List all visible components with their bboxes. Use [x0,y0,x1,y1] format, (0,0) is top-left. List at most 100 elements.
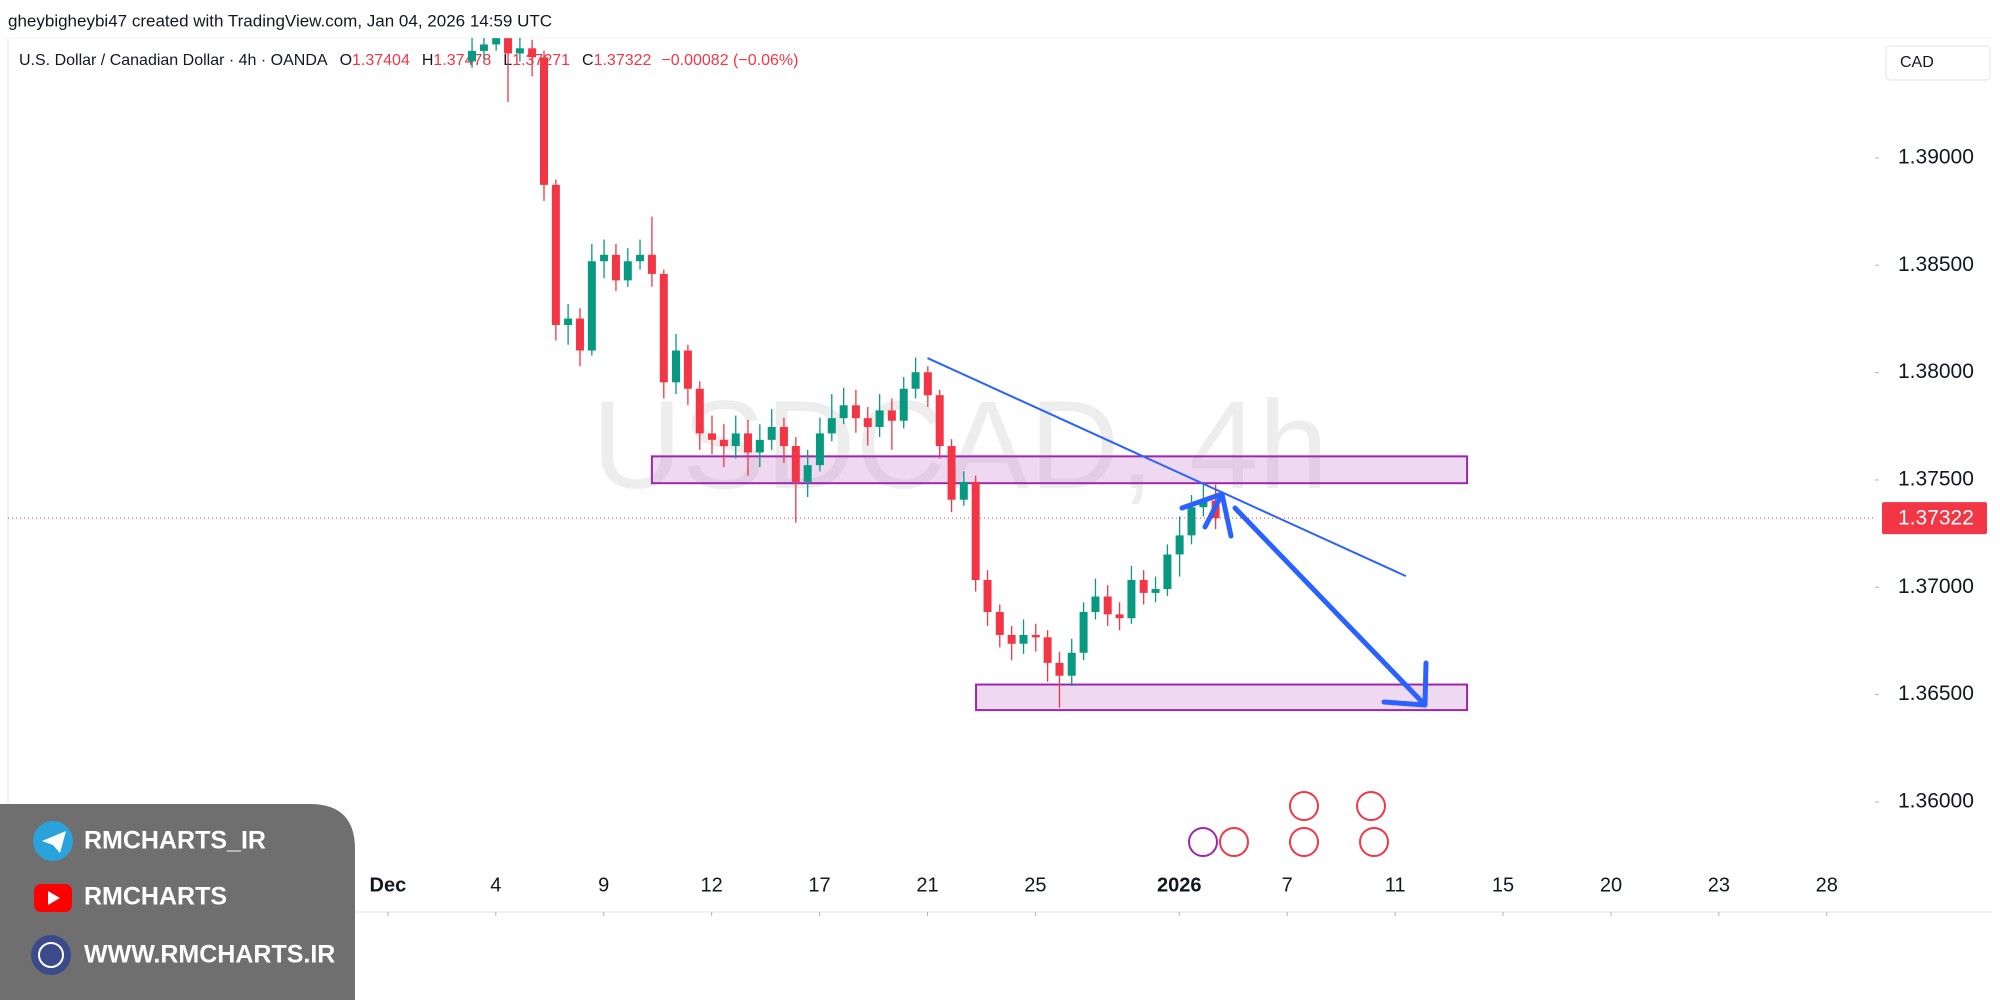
candle-body [636,254,645,262]
candle-body [1103,596,1112,615]
event-icon[interactable] [1359,827,1389,857]
arrow [1232,505,1429,708]
candle-body [623,261,632,281]
event-icon[interactable] [1356,791,1386,821]
legend-key: O [340,52,352,69]
zone [975,683,1469,712]
candle-body [899,388,908,421]
x-tick-label: 2026 [1157,874,1202,896]
legend-key: H [422,52,434,69]
x-tick-label: 9 [598,874,609,896]
event-icon[interactable] [1289,791,1319,821]
candle-body [539,57,548,185]
candle-body [779,426,788,447]
legend-key: C [582,52,594,69]
candle-body [923,372,932,396]
candle-body [504,38,513,54]
candle-body [492,38,501,45]
candle-body [1079,611,1088,653]
candle-body [659,273,668,383]
candle-body [1043,637,1052,663]
currency-box[interactable] [1885,45,1991,81]
candle-body [695,388,704,434]
event-icon[interactable] [1188,827,1218,857]
y-tick-label: 1.36500 [1898,682,1974,705]
web-glyph [38,942,64,968]
candle-body [731,433,740,447]
candle-body [971,481,980,581]
candle-body [1139,580,1148,593]
social-link[interactable]: RMCHARTS_IR [84,827,266,855]
arrow [1179,491,1234,539]
x-tick-label: 20 [1600,874,1622,896]
candle-body [839,405,848,419]
x-tick-label: 23 [1708,874,1730,896]
candle-body [1031,634,1040,638]
y-tick-label: 1.37000 [1898,575,1974,598]
y-tick-label: 1.38000 [1898,360,1974,383]
candle-body [1007,634,1016,644]
candle-body [791,446,800,482]
candle-body [1091,596,1100,612]
x-tick-label: 12 [701,874,723,896]
candle-body [743,433,752,453]
arrows [1179,491,1429,708]
x-tick-label: 11 [1385,874,1406,896]
overlay-box [0,804,355,1000]
x-tick-label: 15 [1492,874,1514,896]
candle-body [719,439,728,447]
web-icon[interactable] [31,935,71,975]
candle-body [647,254,656,274]
event-icon[interactable] [1219,827,1249,857]
candle-body [947,446,956,500]
candle-body [479,44,488,51]
x-tick-label: 28 [1816,874,1838,896]
candle-body [815,433,824,466]
social-link[interactable]: WWW.RMCHARTS.IR [84,941,335,969]
candle-body [551,184,560,325]
last-price-label: 1.37322 [1898,507,1974,530]
candle-body [887,410,896,421]
legend-value: 1.37404 [352,52,410,69]
candle-body [528,48,537,58]
candle-body [755,439,764,453]
candle-body [911,372,920,389]
candle-body [1199,499,1208,508]
x-tick-label: 4 [490,874,501,896]
candle-body [1055,662,1064,676]
legend-value: 1.37478 [433,52,491,69]
y-tick-label: 1.36000 [1898,790,1974,813]
candle-body [575,318,584,351]
candle-body [959,481,968,500]
candle-body [1151,589,1160,593]
candle-body [1187,507,1196,536]
zone [650,455,1469,485]
plot [468,38,1469,712]
candle-body [1067,652,1076,676]
candle-body [1127,580,1136,619]
legend-change: −0.00082 (−0.06%) [661,52,798,69]
events [1188,791,1389,857]
candle-body [672,350,681,383]
last-price-box [1882,502,1987,535]
header: gheybigheybi47 created with TradingView.… [8,11,552,30]
candle-body [875,410,884,427]
legend-title: U.S. Dollar / Canadian Dollar · 4h · OAN… [19,52,328,69]
candle-body [600,254,609,262]
y-tick-label: 1.37500 [1898,468,1974,491]
candle-body [611,254,620,281]
event-icon[interactable] [1289,827,1319,857]
legend-value: 1.37322 [594,52,652,69]
legend: U.S. Dollar / Canadian Dollar · 4h · OAN… [19,52,798,69]
candle-body [827,418,836,434]
candle-body [1163,554,1172,590]
candle-body [468,50,477,62]
candle-body [863,418,872,427]
social-link[interactable]: RMCHARTS [84,883,227,911]
candle-body [803,465,812,482]
candle-body [767,426,776,440]
currency: CAD [1900,54,1934,71]
candle-body [1175,535,1184,555]
candle-body [935,395,944,447]
